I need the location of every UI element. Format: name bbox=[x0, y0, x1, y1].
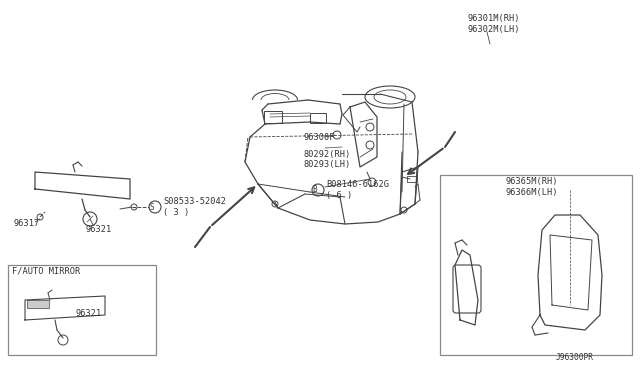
Bar bbox=[27, 300, 49, 308]
Bar bbox=[8, 265, 156, 355]
Bar bbox=[264, 111, 282, 123]
Text: F/AUTO MIRROR: F/AUTO MIRROR bbox=[12, 266, 80, 276]
Text: 96300F: 96300F bbox=[303, 132, 335, 141]
Bar bbox=[440, 175, 632, 355]
Text: S08533-52042
( 3 ): S08533-52042 ( 3 ) bbox=[163, 197, 226, 217]
Bar bbox=[407, 176, 417, 182]
Text: 96317: 96317 bbox=[14, 219, 40, 228]
Text: 96321: 96321 bbox=[85, 225, 111, 234]
Text: 96365M(RH)
96366M(LH): 96365M(RH) 96366M(LH) bbox=[505, 177, 557, 197]
Text: 80292(RH)
80293(LH): 80292(RH) 80293(LH) bbox=[303, 150, 350, 169]
Text: 96301M(RH)
96302M(LH): 96301M(RH) 96302M(LH) bbox=[468, 14, 520, 34]
Text: B08146-6162G
( 6 ): B08146-6162G ( 6 ) bbox=[326, 180, 389, 200]
Text: J96300PR: J96300PR bbox=[556, 353, 594, 362]
Text: S: S bbox=[150, 202, 154, 212]
Text: 96321: 96321 bbox=[75, 308, 101, 317]
Bar bbox=[310, 113, 326, 123]
Text: B: B bbox=[313, 186, 317, 195]
